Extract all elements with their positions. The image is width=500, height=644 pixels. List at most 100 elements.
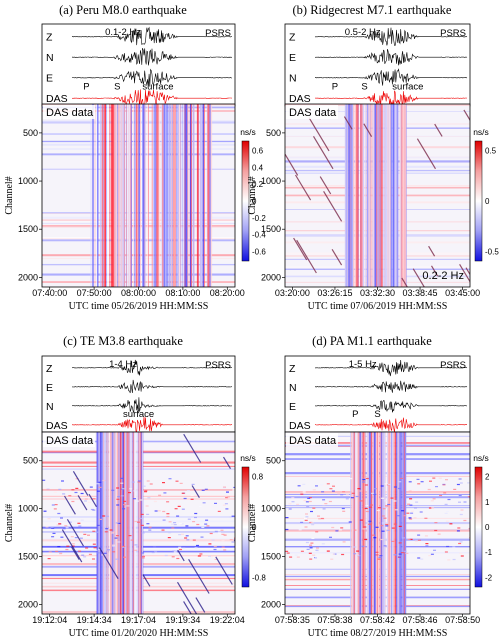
waveform-z — [71, 26, 233, 46]
y-tick-label: 1000 — [261, 504, 281, 514]
waveform-e — [71, 379, 233, 394]
trace-label-das: DAS — [46, 93, 68, 105]
das-heatmap: DAS data 0.2-2 Hz — [284, 103, 471, 288]
y-tick-label: 2000 — [18, 599, 38, 609]
das-data-label: DAS data — [46, 435, 94, 447]
phase-label-surface: surface — [142, 82, 173, 93]
x-tick-label: 08:10:00 — [165, 288, 200, 298]
trace-label-das: DAS — [46, 420, 68, 432]
trace-label-e: E — [46, 382, 53, 394]
y-tick-label: 1000 — [261, 176, 281, 186]
trace-label-das: DAS — [289, 93, 311, 105]
y-axis-label: Channel# — [4, 504, 15, 542]
y-tick-label: 500 — [266, 456, 281, 466]
colorbar-tick-label: 2 — [485, 473, 490, 482]
x-tick-label: 19:19:34 — [165, 615, 200, 625]
phase-label-P: P — [352, 409, 358, 420]
trace-label-das: DAS — [289, 420, 311, 432]
waveform-e — [71, 68, 233, 87]
waveform-z — [314, 27, 468, 46]
x-tick-label: 03:20:00 — [275, 288, 310, 298]
trace-label-e: E — [289, 401, 296, 413]
waveform-n — [71, 48, 233, 66]
colorbar-tick-label: 0.6 — [252, 147, 264, 156]
colorbar-unit: ns/s — [473, 453, 489, 463]
das-data-label: DAS data — [46, 107, 94, 119]
colorbar-tick-label: 0.5 — [485, 147, 497, 156]
waveform-z — [314, 359, 468, 377]
y-tick-label: 500 — [266, 128, 281, 138]
phase-label-P: P — [332, 82, 338, 93]
x-tick-label: 07:58:42 — [360, 615, 395, 625]
colorbar-tick-label: -0.2 — [252, 214, 266, 223]
y-tick-label: 2000 — [261, 272, 281, 282]
phase-label-surface: surface — [123, 409, 154, 420]
colorbar: ns/s 0.5 0 -0.5 — [473, 127, 499, 262]
colorbar-tick-label: 0 — [485, 523, 490, 532]
inner-band-label: 0.2-2 Hz — [422, 270, 464, 282]
x-tick-label: 07:58:50 — [445, 615, 480, 625]
station-label: PSRS — [440, 28, 466, 39]
das-heatmap: DAS data — [284, 431, 471, 615]
x-tick-label: 07:50:00 — [77, 288, 112, 298]
phase-label-S: S — [361, 82, 367, 93]
colorbar-tick-label: 0 — [485, 197, 490, 206]
y-tick-label: 1500 — [261, 224, 281, 234]
x-tick-label: 07:58:46 — [403, 615, 438, 625]
colorbar-unit: ns/s — [240, 453, 256, 463]
station-label: PSRS — [205, 28, 231, 39]
x-tick-label: 07:40:00 — [32, 288, 67, 298]
das-data-label: DAS data — [289, 107, 337, 119]
phase-label-S: S — [374, 409, 380, 420]
colorbar-tick-label: 0 — [252, 197, 257, 206]
panel-title: (d) PA M1.1 earthquake — [312, 334, 432, 348]
waveform-z — [71, 359, 232, 376]
colorbar-tick-label: -2 — [485, 573, 493, 582]
colorbar-tick-label: 0 — [252, 523, 257, 532]
waveform-das — [71, 89, 233, 107]
waveform-n — [314, 380, 468, 393]
x-tick-label: 08:00:00 — [121, 288, 156, 298]
x-axis-label: UTC time 05/26/2019 HH:MM:SS — [69, 301, 209, 312]
frequency-band-label: 0.5-2 Hz — [345, 27, 381, 38]
y-tick-label: 1000 — [18, 504, 38, 514]
frequency-band-label: 0.1-2 Hz — [105, 27, 141, 38]
y-tick-label: 1500 — [18, 552, 38, 562]
x-tick-label: 19:17:04 — [121, 615, 156, 625]
colorbar-tick-label: -0.8 — [252, 573, 266, 582]
colorbar-tick-label: 0.4 — [252, 163, 264, 172]
panel-title: (c) TE M3.8 earthquake — [63, 334, 183, 348]
y-axis-label: Channel# — [4, 176, 15, 214]
y-tick-label: 2000 — [18, 272, 38, 282]
x-tick-label: 19:12:04 — [32, 615, 67, 625]
panel-d: (d) PA M1.1 earthquake 1-5 Hz PSRS ZNE DAS P S… — [247, 334, 493, 639]
panel-title: (a) Peru M8.0 earthquake — [59, 3, 187, 17]
seismogram-panel: 1-5 Hz PSRS ZNE DAS P S — [284, 355, 471, 433]
colorbar: ns/s 0.6 0.4 0.2 0 -0.2 -0.4 -0.6 — [240, 127, 266, 262]
x-axis-label: UTC time 01/20/2020 HH:MM:SS — [69, 628, 209, 639]
x-tick-label: 19:22:04 — [210, 615, 245, 625]
y-tick-label: 1500 — [261, 552, 281, 562]
waveform-n — [71, 397, 233, 414]
trace-label-z: Z — [46, 32, 53, 44]
waveform-e — [314, 49, 468, 66]
phase-label-P: P — [83, 82, 89, 93]
y-tick-label: 1000 — [18, 176, 38, 186]
phase-label-S: S — [114, 82, 120, 93]
trace-label-n: N — [289, 73, 297, 85]
colorbar-tick-label: -1 — [485, 548, 493, 557]
colorbar-unit: ns/s — [473, 127, 489, 137]
station-label: PSRS — [440, 360, 466, 371]
colorbar: ns/s 0.8 0 -0.8 — [240, 453, 266, 588]
x-axis-label: UTC time 08/27/2019 HH:MM:SS — [308, 628, 448, 639]
trace-label-n: N — [46, 52, 54, 64]
trace-label-z: Z — [289, 363, 296, 375]
waveform-das — [71, 416, 233, 432]
y-axis-label: Channel# — [247, 176, 258, 214]
das-heatmap: DAS data — [41, 431, 236, 615]
y-axis-label: Channel# — [247, 504, 258, 542]
